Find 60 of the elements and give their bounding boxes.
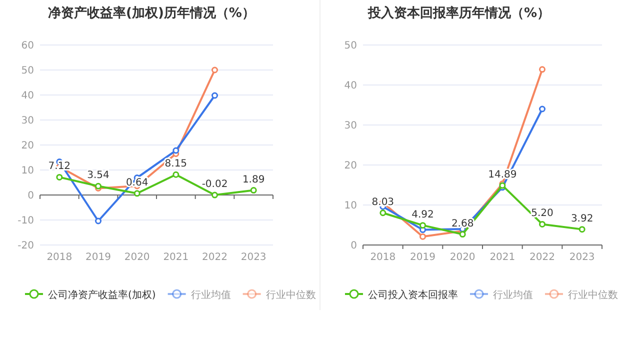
legend-label: 行业均值 <box>493 289 533 301</box>
y-tick-label: 30 <box>344 120 357 132</box>
point <box>172 147 180 154</box>
point <box>539 106 546 112</box>
y-tick-label: 50 <box>21 66 34 76</box>
x-tick-label: 2020 <box>450 252 476 263</box>
data-label: 1.89 <box>242 174 265 186</box>
y-tick-label: 10 <box>21 166 34 176</box>
y-tick-label: 10 <box>344 200 357 212</box>
x-tick-label: 2023 <box>240 252 266 263</box>
y-tick-label: -20 <box>18 240 34 252</box>
y-tick-label: 50 <box>344 40 357 52</box>
point <box>212 192 218 198</box>
y-tick-label: 30 <box>21 116 34 126</box>
x-tick-label: 2021 <box>490 252 516 263</box>
x-tick-label: 2020 <box>124 252 150 263</box>
point <box>539 220 546 228</box>
legend-label: 行业中位数 <box>568 289 618 301</box>
point <box>420 222 426 229</box>
legend-label: 公司净资产收益率(加权) <box>48 289 156 301</box>
point <box>250 187 257 194</box>
x-tick-label: 2018 <box>46 252 72 263</box>
y-tick-label: 40 <box>21 90 34 102</box>
point <box>212 92 218 99</box>
point <box>172 171 180 178</box>
x-tick-label: 2022 <box>202 252 228 263</box>
data-label: 8.15 <box>164 158 188 170</box>
data-label: 5.20 <box>531 208 554 220</box>
y-tick-label: 20 <box>21 140 34 152</box>
x-tick-label: 2019 <box>86 252 111 263</box>
x-tick-label: 2022 <box>530 252 555 263</box>
point <box>212 66 218 74</box>
data-label: 3.54 <box>87 170 110 182</box>
y-tick-label: 20 <box>344 160 357 172</box>
point <box>134 190 140 197</box>
legend-label: 行业中位数 <box>266 289 316 301</box>
x-tick-label: 2018 <box>370 252 396 263</box>
point <box>380 210 386 216</box>
data-label: -0.02 <box>202 179 228 190</box>
data-label: 3.92 <box>570 213 594 224</box>
chart-title: 净资产收益率(加权)历年情况（%） <box>48 5 255 21</box>
y-tick-label: 60 <box>21 40 34 52</box>
data-label: 4.92 <box>412 209 434 220</box>
point <box>95 218 102 224</box>
point <box>420 233 426 240</box>
x-tick-label: 2021 <box>163 252 189 263</box>
point <box>578 226 586 233</box>
chart-title: 投入资本回报率历年情况（%） <box>367 5 550 21</box>
legend-label: 公司投入资本回报率 <box>368 289 458 301</box>
point <box>459 231 466 238</box>
point <box>539 66 546 73</box>
legend-label: 行业均值 <box>190 289 231 301</box>
y-tick-label: -10 <box>18 216 34 226</box>
y-tick-label: 0 <box>28 190 34 202</box>
y-tick-label: 40 <box>344 80 357 92</box>
point <box>95 182 102 190</box>
point <box>56 174 63 180</box>
x-tick-label: 2023 <box>569 252 595 263</box>
y-tick-label: 0 <box>350 240 357 252</box>
x-tick-label: 2019 <box>410 252 436 263</box>
